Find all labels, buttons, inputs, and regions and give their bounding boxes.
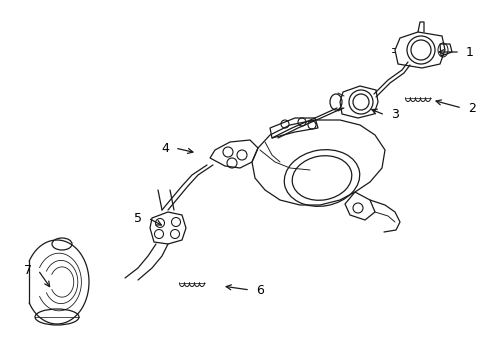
- Text: 4: 4: [161, 141, 168, 154]
- Text: 5: 5: [134, 211, 142, 225]
- Text: 6: 6: [256, 284, 264, 297]
- Text: 3: 3: [390, 108, 398, 122]
- Text: 7: 7: [24, 264, 32, 276]
- Text: 2: 2: [467, 102, 475, 114]
- Text: 1: 1: [465, 45, 473, 58]
